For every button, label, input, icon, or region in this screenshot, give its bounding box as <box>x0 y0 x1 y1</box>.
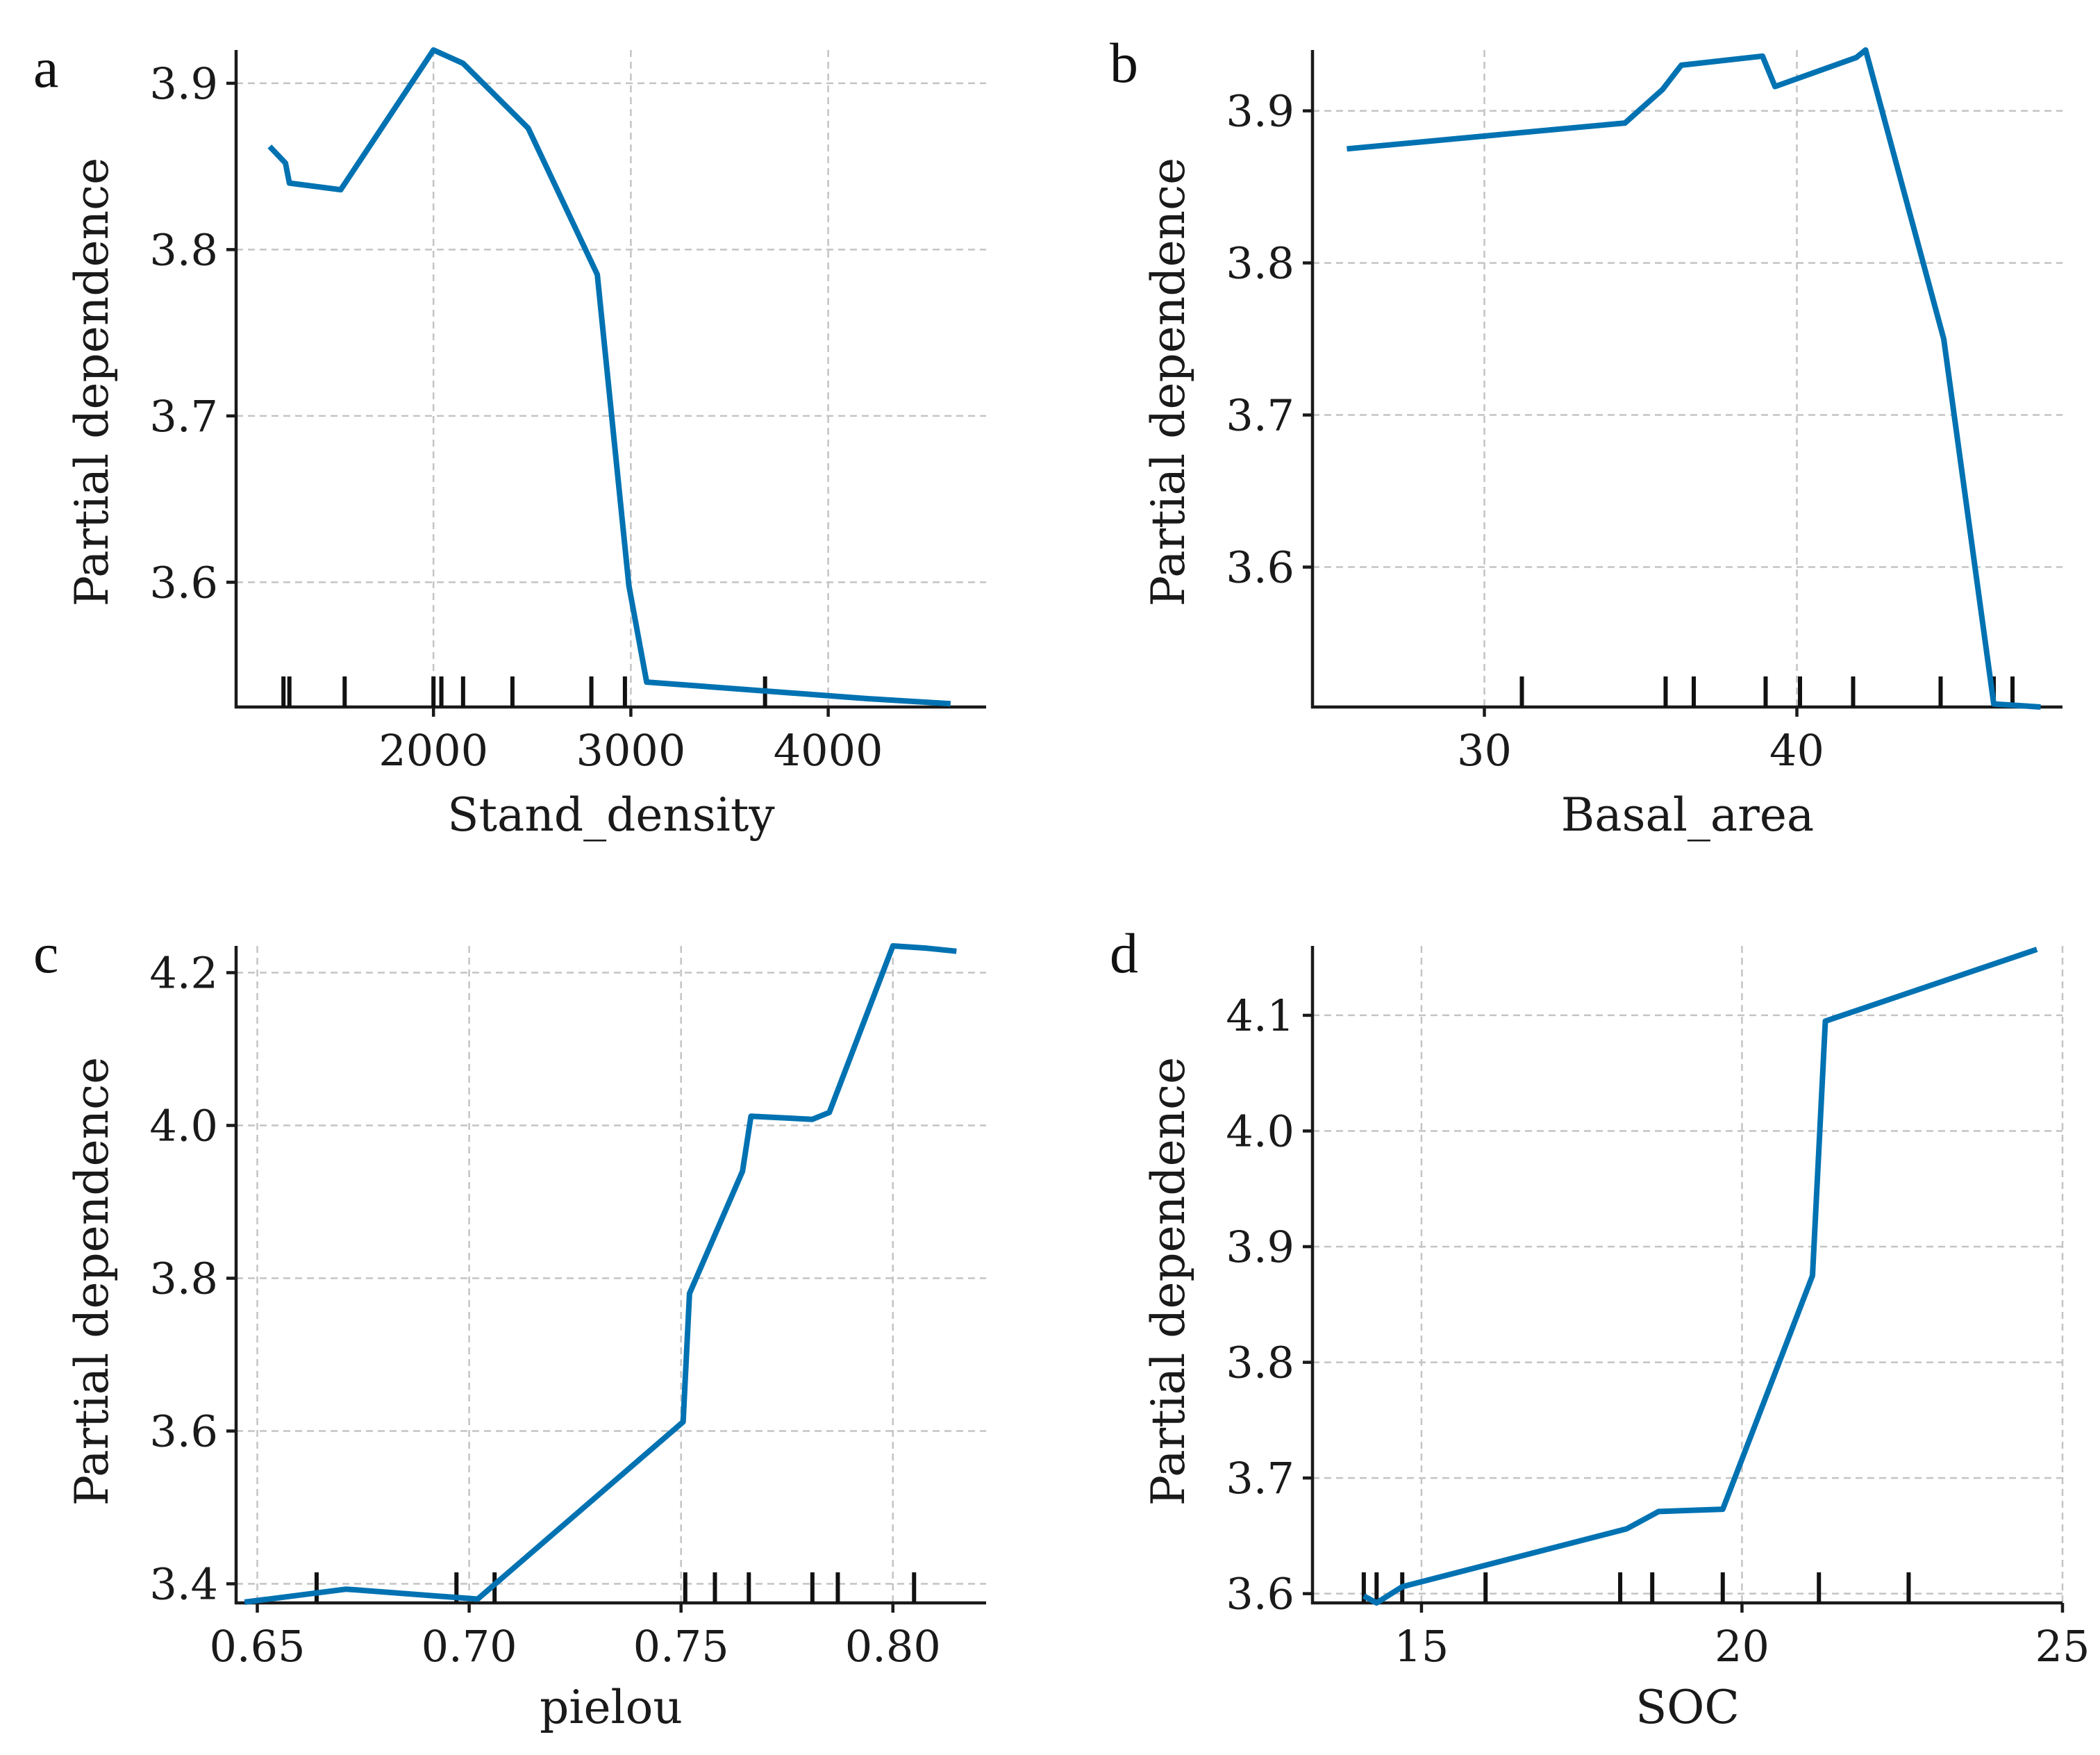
panel-d-xlabel: SOC <box>1635 1681 1740 1734</box>
panel-b-ylabel: Partial dependence <box>1142 158 1195 606</box>
panel-d-ytick-label-5: 4.1 <box>1226 990 1294 1041</box>
panel-a-ylabel: Partial dependence <box>65 158 119 606</box>
panel-b-xtick-label-1: 40 <box>1769 725 1824 776</box>
panel-a-xlabel: Stand_density <box>447 788 775 842</box>
panel-c-ylabel: Partial dependence <box>65 1057 119 1506</box>
panel-c-ytick-label-2: 3.8 <box>149 1254 218 1304</box>
panel-a-pd-line <box>267 47 951 707</box>
panel-d-ytick-label-0: 3.6 <box>1226 1569 1294 1620</box>
panel-b-xlabel: Basal_area <box>1561 788 1814 842</box>
panel-a-letter: a <box>33 36 58 99</box>
panel-b-ytick-label-0: 3.6 <box>1226 542 1294 593</box>
panel-c-pd-line <box>244 943 957 1605</box>
panel-c-xtick-label-0: 0.65 <box>209 1621 305 1672</box>
panel-a-ytick-label-3: 3.9 <box>149 58 218 109</box>
panel-c-xlabel: pielou <box>540 1681 683 1734</box>
panel-d-ytick-label-4: 4.0 <box>1226 1106 1294 1156</box>
panel-a-xtick-label-1: 3000 <box>576 725 686 776</box>
panel-b-ytick-label-1: 3.7 <box>1226 390 1294 441</box>
panel-d-letter: d <box>1110 922 1138 985</box>
panel-a-xtick-label-0: 2000 <box>378 725 488 776</box>
panel-a: a Partial dependence Stand_density 2000 3… <box>33 36 986 842</box>
panel-d-xtick-label-1: 20 <box>1715 1621 1769 1672</box>
panel-a-xtick-label-2: 4000 <box>774 725 883 776</box>
panel-d-xtick-label-0: 15 <box>1394 1621 1449 1672</box>
panel-a-ytick-label-0: 3.6 <box>149 557 218 608</box>
panel-d-ytick-label-2: 3.8 <box>1226 1338 1294 1388</box>
panel-b-pd-line <box>1347 47 2041 710</box>
panel-d-ylabel: Partial dependence <box>1142 1057 1195 1506</box>
panel-c-ytick-label-0: 3.4 <box>149 1559 218 1610</box>
panel-c-xtick-label-1: 0.70 <box>422 1621 517 1672</box>
panel-d: d Partial dependence SOC 15 20 25 3.6 3.7 3.8… <box>1110 922 2090 1734</box>
panel-c-xtick-label-2: 0.75 <box>633 1621 729 1672</box>
panel-b-xtick-label-0: 30 <box>1457 725 1512 776</box>
panel-d-ytick-label-3: 3.9 <box>1226 1222 1294 1272</box>
panel-a-ytick-label-2: 3.8 <box>149 224 218 275</box>
panel-c-xtick-label-3: 0.80 <box>845 1621 941 1672</box>
panel-d-pd-line <box>1362 947 2038 1606</box>
panel-b-ytick-label-2: 3.8 <box>1226 238 1294 289</box>
panel-b-letter: b <box>1110 31 1138 94</box>
panel-c-ytick-label-3: 4.0 <box>149 1101 218 1151</box>
panel-d-ytick-label-1: 3.7 <box>1226 1453 1294 1504</box>
panel-c-ytick-label-1: 3.6 <box>149 1406 218 1457</box>
panel-b: b Partial dependence Basal_area 30 40 3.6 3… <box>1110 31 2062 842</box>
panel-c: c Partial dependence pielou 0.65 0.70 0.75… <box>33 922 986 1734</box>
panel-c-ytick-label-4: 4.2 <box>149 948 218 999</box>
panel-d-xtick-label-2: 25 <box>2035 1621 2090 1672</box>
panel-a-ytick-label-1: 3.7 <box>149 391 218 442</box>
panel-c-letter: c <box>33 922 58 985</box>
panel-b-ytick-label-3: 3.9 <box>1226 86 1294 137</box>
